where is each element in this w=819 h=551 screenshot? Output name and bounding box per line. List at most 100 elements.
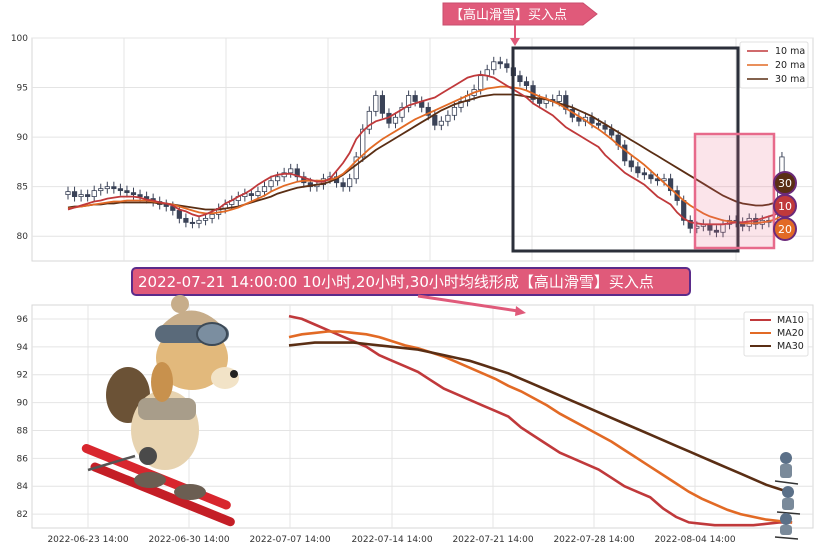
top-y-tick-label: 95 — [17, 84, 28, 94]
candle-body — [458, 101, 464, 108]
candle-body — [65, 191, 71, 195]
candle-body — [248, 193, 254, 196]
legend-label-10ma: 10 ma — [775, 46, 805, 57]
top-annotation-shape — [442, 2, 598, 26]
legend-label-20ma: 20 ma — [775, 60, 805, 71]
goggles — [196, 322, 228, 346]
bottom-x-tick-label: 2022-06-23 14:00 — [47, 535, 128, 545]
candle-body — [556, 95, 562, 102]
bottom-y-tick-label: 92 — [17, 371, 28, 381]
bottom-y-tick-label: 96 — [17, 315, 29, 325]
bottom-y-tick-label: 88 — [17, 426, 29, 436]
candle-body — [301, 176, 307, 184]
trend-box — [511, 46, 740, 253]
bottom-x-tick-label: 2022-07-07 14:00 — [249, 535, 330, 545]
bottom-y-tick-label: 82 — [17, 510, 28, 520]
top-y-tick-label: 100 — [11, 34, 28, 44]
ski-pole — [87, 454, 136, 472]
mini-skier-1-body — [780, 464, 792, 478]
candle-body — [451, 106, 458, 116]
candle-body — [622, 144, 628, 162]
candle-body — [268, 180, 274, 188]
candle-body — [347, 178, 353, 188]
candle-body — [366, 110, 372, 130]
candle-body — [628, 160, 634, 168]
skiing-puppy-illustration — [81, 295, 239, 527]
bottom-x-tick-label: 2022-07-21 14:00 — [452, 535, 533, 545]
candle-body — [261, 186, 268, 193]
candle-body — [189, 221, 196, 224]
top-y-tick-label: 80 — [17, 232, 29, 242]
badge-20-label: 20 — [778, 223, 792, 236]
candle-body — [392, 116, 399, 124]
top-panel: 80 85 90 95 100 10 ma 20 ma 30 ma 30 10 20 【… — [11, 2, 814, 262]
candle-body — [537, 99, 543, 104]
top-annotation-text: 【高山滑雪】买入点 — [450, 7, 567, 23]
mini-skier-3-ski — [774, 536, 799, 540]
candle-body — [641, 172, 648, 176]
candle-body — [360, 128, 366, 158]
mini-skier-2-ski — [776, 511, 801, 515]
candle-body — [117, 188, 123, 192]
scarf — [138, 398, 196, 420]
candle-body — [595, 122, 602, 126]
bottom-ma10-line — [288, 314, 793, 527]
candle-body — [491, 61, 497, 71]
candle-body — [425, 106, 431, 116]
mini-skier-icons — [774, 452, 801, 540]
candle-body — [373, 95, 379, 112]
top-plot-area — [31, 37, 814, 262]
bottom-x-ticks: 2022-06-23 14:00 2022-06-30 14:00 2022-07-… — [47, 535, 735, 545]
top-y-tick-label: 90 — [17, 133, 29, 143]
banner-arrow-head — [515, 306, 526, 316]
bottom-y-tick-label: 90 — [17, 399, 29, 409]
ski-right — [90, 462, 235, 527]
puppy-ear — [151, 362, 173, 402]
bottom-y-tick-label: 84 — [17, 482, 29, 492]
candle-body — [104, 186, 110, 190]
signal-banner: 2022-07-21 14:00:00 10小时,20小时,30小时均线形成【高… — [131, 267, 691, 316]
candle-body — [399, 106, 405, 118]
bottom-ma-lines — [288, 314, 793, 527]
candle-body — [130, 192, 137, 195]
candle-body — [412, 95, 418, 102]
badge-10-label: 10 — [778, 200, 792, 213]
mini-skier-1 — [774, 452, 799, 485]
candle-body — [98, 188, 104, 192]
ma-badges: 30 10 20 — [773, 171, 797, 241]
candle-body — [111, 186, 117, 190]
candle-body — [71, 191, 78, 197]
candle-body — [353, 156, 359, 180]
candle-body — [478, 75, 484, 90]
bottom-x-tick-label: 2022-07-28 14:00 — [553, 535, 634, 545]
top-annotation-pointer-head — [510, 38, 520, 46]
top-y-ticks: 80 85 90 95 100 — [11, 34, 28, 242]
candle-body — [432, 114, 438, 126]
legend-label-ma30: MA30 — [777, 341, 804, 352]
mini-skier-1-head — [780, 452, 792, 464]
bottom-x-tick-label: 2022-08-04 14:00 — [654, 535, 735, 545]
signal-banner-text: 2022-07-21 14:00:00 10小时,20小时,30小时均线形成【高… — [138, 273, 654, 291]
top-y-tick-label: 85 — [17, 183, 28, 193]
mini-skier-2-head — [782, 486, 794, 498]
candle-body — [635, 166, 641, 174]
candle-body — [124, 190, 130, 194]
buy-zone-box — [693, 132, 776, 250]
mini-skier-1-ski — [774, 480, 799, 485]
candle-body — [202, 217, 209, 221]
legend-label-ma20: MA20 — [777, 328, 804, 339]
ma30-line — [67, 93, 783, 211]
candle-body — [340, 182, 346, 188]
candle-body — [85, 194, 91, 197]
candle-body — [176, 210, 182, 219]
mini-skier-3 — [774, 513, 799, 540]
ma20-line — [67, 85, 783, 225]
badge-20-circle — [773, 217, 797, 241]
candle-body — [209, 214, 215, 219]
legend-label-30ma: 30 ma — [775, 74, 805, 85]
candle-body — [255, 191, 261, 196]
candle-body — [143, 196, 150, 199]
mini-skier-3-head — [780, 513, 792, 525]
candle-body — [196, 219, 202, 224]
